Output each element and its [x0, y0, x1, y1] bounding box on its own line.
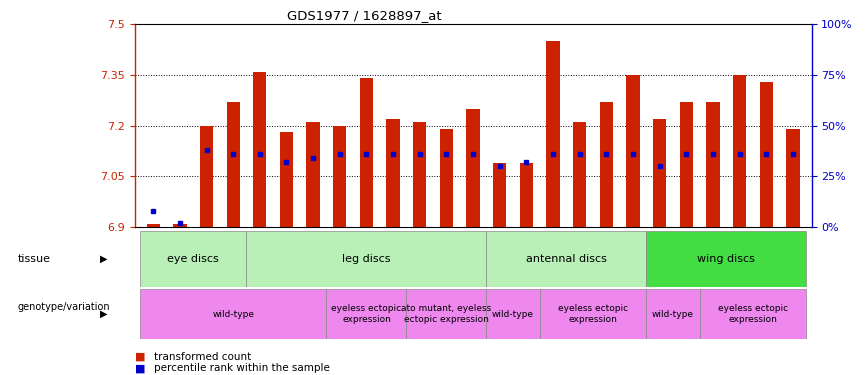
Bar	[326, 289, 406, 339]
Bar	[627, 75, 640, 227]
Text: eyeless ectopic
expression: eyeless ectopic expression	[718, 304, 788, 324]
Bar	[647, 289, 700, 339]
Bar	[700, 289, 806, 339]
Text: wild-type: wild-type	[212, 310, 254, 319]
Bar	[653, 119, 667, 227]
Bar	[546, 41, 560, 227]
Bar	[306, 122, 319, 227]
Text: ato mutant, eyeless
ectopic expression: ato mutant, eyeless ectopic expression	[401, 304, 491, 324]
Bar	[573, 122, 587, 227]
Text: eyeless ectopic
expression: eyeless ectopic expression	[558, 304, 628, 324]
Bar	[520, 163, 533, 227]
Bar	[386, 119, 400, 227]
Bar	[406, 289, 486, 339]
Bar	[540, 289, 647, 339]
Bar	[227, 102, 240, 227]
Text: genotype/variation: genotype/variation	[17, 302, 110, 312]
Bar	[174, 224, 187, 227]
Text: leg discs: leg discs	[342, 254, 391, 264]
Bar	[253, 72, 266, 227]
Text: wing discs: wing discs	[697, 254, 755, 264]
Bar	[359, 78, 373, 227]
Bar	[647, 231, 806, 287]
Bar	[600, 102, 613, 227]
Bar	[786, 129, 799, 227]
Bar	[140, 231, 247, 287]
Bar	[147, 224, 160, 227]
Bar	[279, 132, 293, 227]
Text: ▶: ▶	[100, 309, 108, 319]
Bar	[333, 126, 346, 227]
Bar	[707, 102, 720, 227]
Bar	[140, 289, 326, 339]
Text: tissue: tissue	[17, 254, 50, 264]
Text: GDS1977 / 1628897_at: GDS1977 / 1628897_at	[287, 9, 442, 22]
Text: eyeless ectopic
expression: eyeless ectopic expression	[332, 304, 402, 324]
Bar	[247, 231, 486, 287]
Bar	[486, 231, 647, 287]
Text: wild-type: wild-type	[492, 310, 534, 319]
Bar	[493, 163, 506, 227]
Text: ■: ■	[135, 352, 145, 362]
Text: percentile rank within the sample: percentile rank within the sample	[154, 363, 330, 373]
Text: transformed count: transformed count	[154, 352, 251, 362]
Bar	[466, 109, 480, 227]
Text: ▶: ▶	[100, 254, 108, 264]
Text: ■: ■	[135, 363, 145, 373]
Bar	[200, 126, 214, 227]
Bar	[486, 289, 540, 339]
Bar	[760, 82, 773, 227]
Bar	[413, 122, 426, 227]
Bar	[733, 75, 746, 227]
Bar	[440, 129, 453, 227]
Text: antennal discs: antennal discs	[526, 254, 607, 264]
Text: wild-type: wild-type	[652, 310, 694, 319]
Bar	[680, 102, 693, 227]
Text: eye discs: eye discs	[168, 254, 219, 264]
